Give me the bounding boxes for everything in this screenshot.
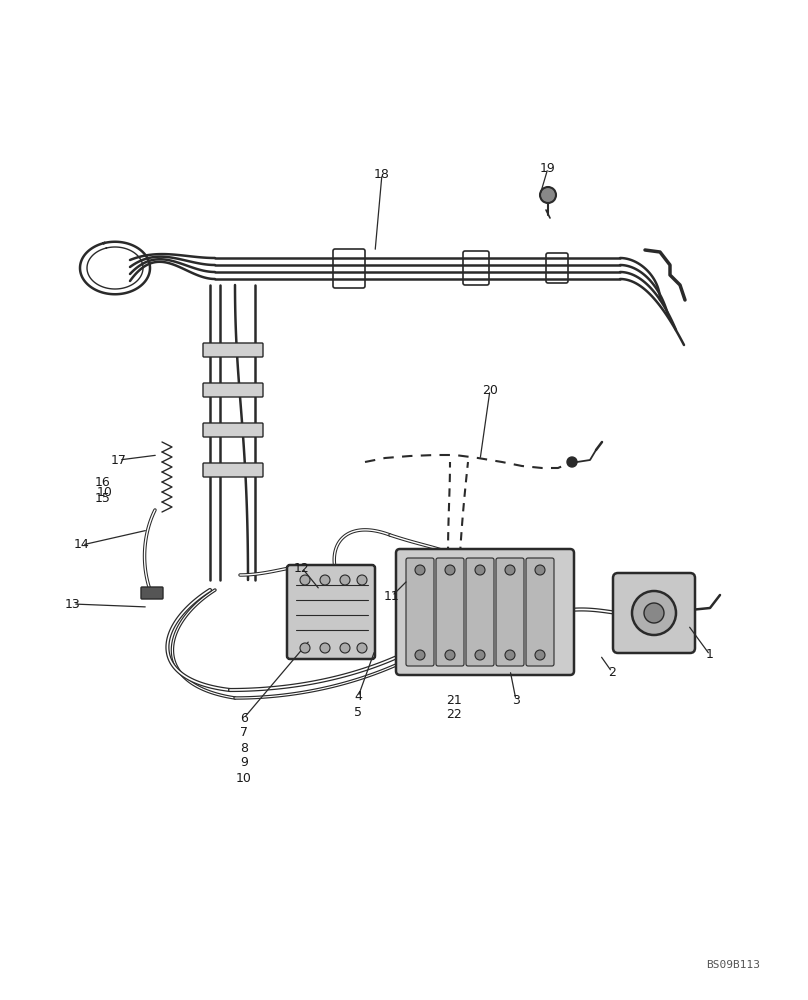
Circle shape	[445, 565, 455, 575]
FancyBboxPatch shape	[203, 463, 263, 477]
Circle shape	[357, 643, 367, 653]
FancyBboxPatch shape	[141, 587, 163, 599]
Circle shape	[535, 650, 545, 660]
FancyBboxPatch shape	[203, 423, 263, 437]
FancyBboxPatch shape	[406, 558, 434, 666]
Text: 13: 13	[65, 597, 81, 610]
FancyBboxPatch shape	[613, 573, 695, 653]
Text: 14: 14	[74, 538, 90, 552]
Circle shape	[505, 565, 515, 575]
FancyBboxPatch shape	[436, 558, 464, 666]
Circle shape	[300, 575, 310, 585]
Text: 10: 10	[97, 486, 113, 498]
FancyBboxPatch shape	[396, 549, 574, 675]
Text: 19: 19	[540, 161, 556, 174]
Circle shape	[300, 643, 310, 653]
FancyBboxPatch shape	[203, 383, 263, 397]
Circle shape	[445, 650, 455, 660]
Text: 11: 11	[384, 589, 400, 602]
Circle shape	[540, 187, 556, 203]
Circle shape	[644, 603, 664, 623]
FancyBboxPatch shape	[466, 558, 494, 666]
Text: 9: 9	[240, 756, 248, 770]
Text: 16: 16	[95, 477, 111, 489]
Text: 1: 1	[706, 648, 714, 662]
Circle shape	[415, 650, 425, 660]
Circle shape	[320, 575, 330, 585]
Circle shape	[415, 565, 425, 575]
Circle shape	[475, 565, 485, 575]
Text: 2: 2	[608, 666, 616, 678]
Text: 4: 4	[354, 690, 362, 704]
Circle shape	[340, 575, 350, 585]
Text: 10: 10	[236, 772, 252, 784]
Text: 15: 15	[95, 491, 111, 504]
Text: 3: 3	[512, 694, 520, 706]
FancyBboxPatch shape	[496, 558, 524, 666]
Circle shape	[535, 565, 545, 575]
Circle shape	[475, 650, 485, 660]
Text: 22: 22	[446, 708, 462, 722]
FancyBboxPatch shape	[526, 558, 554, 666]
Circle shape	[632, 591, 676, 635]
Circle shape	[357, 575, 367, 585]
Text: 17: 17	[111, 454, 127, 466]
Text: 7: 7	[240, 726, 248, 740]
Text: 8: 8	[240, 742, 248, 754]
Text: 18: 18	[374, 167, 390, 180]
Circle shape	[567, 457, 577, 467]
Text: 5: 5	[354, 706, 362, 718]
Text: BS09B113: BS09B113	[706, 960, 760, 970]
Circle shape	[505, 650, 515, 660]
FancyBboxPatch shape	[203, 343, 263, 357]
Circle shape	[320, 643, 330, 653]
Text: 6: 6	[240, 712, 248, 724]
Text: 20: 20	[482, 383, 498, 396]
Text: 21: 21	[446, 694, 462, 706]
FancyBboxPatch shape	[287, 565, 375, 659]
Text: 12: 12	[294, 562, 310, 574]
Circle shape	[340, 643, 350, 653]
